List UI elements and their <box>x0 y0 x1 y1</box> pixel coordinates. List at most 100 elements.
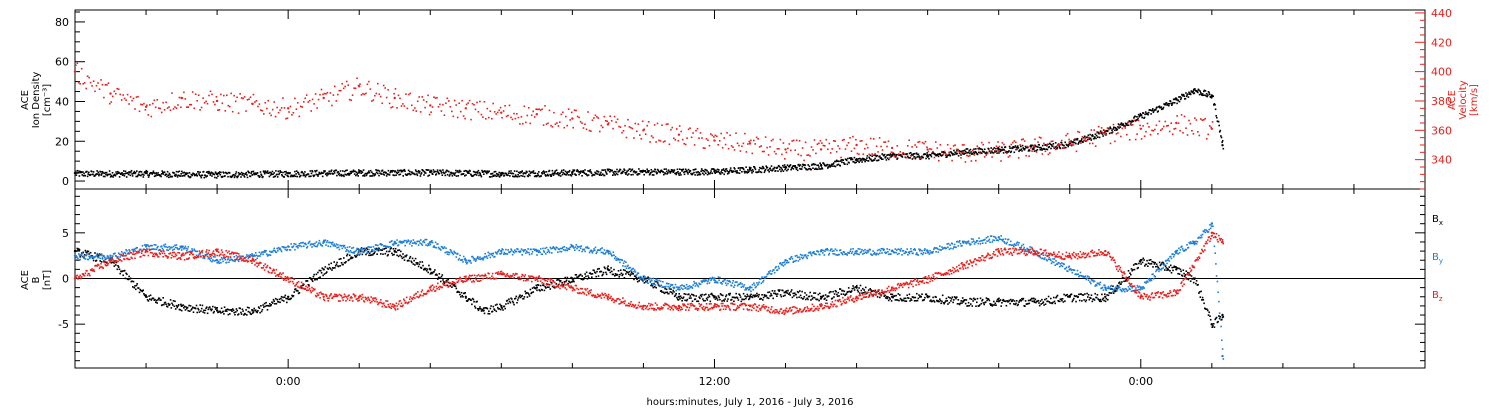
bx-point <box>106 261 108 264</box>
density-point <box>1182 93 1185 96</box>
velocity-point <box>473 104 475 106</box>
bx-point <box>501 307 503 309</box>
bx-point <box>541 289 543 291</box>
density-point <box>201 174 204 177</box>
bx-point <box>973 297 975 300</box>
density-point <box>178 174 180 177</box>
density-point <box>161 170 163 172</box>
density-point <box>111 172 114 174</box>
by-point <box>77 257 79 260</box>
density-point <box>512 175 514 178</box>
bx-point <box>346 254 348 257</box>
velocity-point <box>174 106 176 108</box>
by-point <box>294 248 296 251</box>
velocity-point <box>385 96 388 99</box>
velocity-point <box>609 115 611 117</box>
velocity-point <box>419 111 422 113</box>
by-point <box>154 248 156 251</box>
velocity-point <box>575 109 577 112</box>
by-point <box>78 253 80 255</box>
density-point <box>996 147 999 150</box>
density-point <box>652 174 655 176</box>
bx-point <box>719 298 721 301</box>
density-point <box>203 176 206 179</box>
bx-point <box>161 304 164 306</box>
density-point <box>228 172 231 174</box>
velocity-point <box>779 138 782 141</box>
bx-point <box>466 300 469 302</box>
velocity-point <box>975 159 977 162</box>
velocity-point <box>986 152 989 155</box>
bx-point <box>204 309 207 312</box>
by-point <box>276 247 278 250</box>
velocity-point <box>311 98 314 101</box>
density-point <box>754 168 757 171</box>
density-data-point <box>819 163 823 167</box>
velocity-point <box>1164 120 1167 123</box>
density-point <box>1070 144 1073 147</box>
bx-point <box>727 298 729 300</box>
velocity-point <box>455 104 457 106</box>
density-point <box>230 176 233 179</box>
density-point <box>278 173 280 176</box>
by-point <box>363 251 365 254</box>
density-point <box>244 173 247 175</box>
bx-point <box>474 307 477 309</box>
bx-point <box>1043 304 1045 306</box>
density-point <box>637 173 640 175</box>
density-point <box>722 168 725 170</box>
velocity-point <box>304 97 306 100</box>
density-point <box>294 175 297 178</box>
by-point <box>355 249 358 251</box>
velocity-point <box>350 99 352 101</box>
density-point <box>116 172 118 175</box>
density-point <box>1076 137 1079 140</box>
by-point <box>233 256 235 258</box>
density-point <box>794 165 796 167</box>
density-point <box>937 155 940 158</box>
bx-point <box>840 293 843 295</box>
bx-point <box>1030 297 1033 300</box>
velocity-point <box>476 101 478 104</box>
density-point <box>699 173 702 175</box>
bx-point <box>661 291 663 293</box>
density-point <box>100 174 103 176</box>
bx-point <box>524 290 526 293</box>
bx-point <box>422 264 424 267</box>
velocity-point <box>943 150 946 153</box>
density-point <box>888 158 890 161</box>
bx-point <box>580 278 583 281</box>
velocity-point <box>498 109 500 111</box>
bx-point <box>209 308 212 310</box>
bx-point <box>730 298 733 301</box>
density-point <box>799 167 801 170</box>
velocity-point <box>853 147 856 150</box>
density-data-point <box>1175 98 1178 101</box>
density-point <box>895 153 898 156</box>
by-point <box>249 254 252 256</box>
density-point <box>281 175 284 177</box>
bx-point <box>633 278 635 281</box>
density-point <box>1038 144 1040 146</box>
bx-point <box>1199 296 1202 298</box>
density-point <box>620 172 622 175</box>
by-point <box>265 250 267 252</box>
density-point <box>618 170 621 172</box>
density-point <box>1187 96 1190 98</box>
bx-point <box>904 297 907 300</box>
by-point <box>351 251 354 254</box>
velocity-point <box>656 122 659 125</box>
bx-point <box>180 309 183 312</box>
density-point <box>103 172 105 175</box>
velocity-point <box>991 156 993 158</box>
bx-point <box>693 294 695 297</box>
density-point <box>514 175 516 178</box>
bx-point <box>355 255 358 258</box>
velocity-point <box>94 90 96 93</box>
bx-point <box>917 297 920 300</box>
density-point <box>393 174 396 177</box>
velocity-point <box>1203 119 1205 121</box>
bx-point <box>442 279 444 281</box>
bx-point <box>230 309 233 311</box>
density-point <box>1183 95 1185 97</box>
